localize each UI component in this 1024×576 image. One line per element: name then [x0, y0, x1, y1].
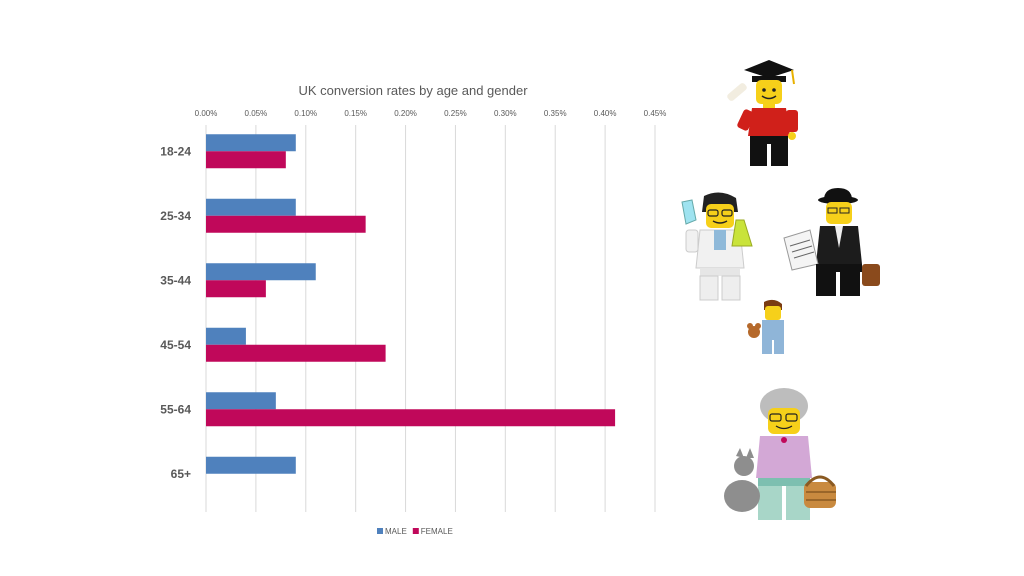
x-tick-label: 0.15%	[344, 109, 367, 118]
category-label: 18-24	[160, 144, 191, 158]
x-tick-label: 0.05%	[245, 109, 268, 118]
category-labels: 18-24 25-34 35-44 45-54 55-64 65+	[160, 144, 191, 481]
x-tick-label: 0.40%	[594, 109, 617, 118]
category-label: 65+	[171, 467, 191, 481]
child-minifigure	[747, 299, 784, 354]
x-axis-ticks: 0.00% 0.05% 0.10% 0.15% 0.20% 0.25% 0.30% 0.35%…	[195, 109, 667, 118]
scientist-minifigure	[681, 192, 753, 301]
x-tick-label: 0.25%	[444, 109, 467, 118]
legend-label-female: FEMALE	[421, 527, 453, 536]
x-tick-label: 0.35%	[544, 109, 567, 118]
grandmother-minifigure	[724, 388, 836, 520]
legend-label-male: MALE	[385, 527, 407, 536]
bars	[206, 134, 616, 474]
category-label: 55-64	[160, 402, 191, 416]
chart-title: UK conversion rates by age and gender	[298, 83, 528, 98]
bar-male-18-24	[206, 134, 296, 152]
x-tick-label: 0.10%	[294, 109, 317, 118]
x-tick-label: 0.30%	[494, 109, 517, 118]
x-tick-label: 0.00%	[195, 109, 218, 118]
bar-female-45-54	[206, 344, 386, 362]
legend-swatch-male	[377, 528, 383, 534]
legend-swatch-female	[412, 528, 419, 534]
bar-female-35-44	[206, 280, 266, 298]
graduate-minifigure	[727, 60, 798, 166]
legend: MALE FEMALE	[377, 527, 453, 536]
bar-female-25-34	[206, 215, 366, 233]
bar-male-45-54	[206, 327, 246, 345]
x-tick-label: 0.45%	[644, 109, 667, 118]
category-label: 45-54	[160, 338, 191, 352]
businessman-minifigure	[783, 188, 880, 296]
bar-male-25-34	[206, 198, 296, 216]
gridlines	[205, 125, 656, 512]
bar-male-65+	[206, 456, 296, 474]
bar-male-55-64	[206, 392, 276, 410]
bar-female-55-64	[206, 409, 616, 427]
bar-female-18-24	[206, 151, 286, 169]
category-label: 25-34	[160, 209, 191, 223]
bar-male-35-44	[206, 263, 316, 281]
category-label: 35-44	[160, 273, 191, 287]
x-tick-label: 0.20%	[394, 109, 417, 118]
